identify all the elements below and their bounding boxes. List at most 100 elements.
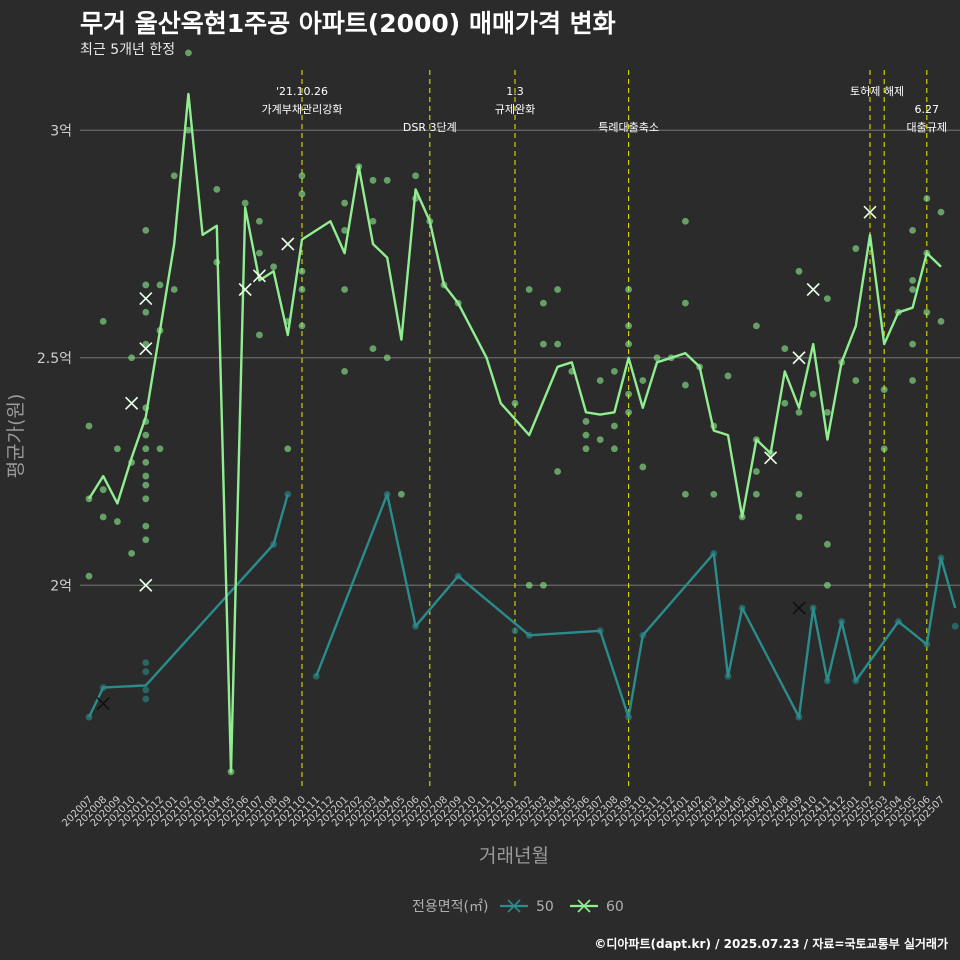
annotation-text: 6.27 [915,103,940,116]
data-point [369,217,377,225]
data-point [170,172,178,180]
data-point [156,281,164,289]
data-point [951,622,959,630]
data-point [128,354,136,362]
data-point [383,176,391,184]
data-point [852,377,860,384]
data-point [398,490,405,498]
data-point [298,286,306,293]
data-point [923,308,931,316]
data-point [185,49,192,57]
series-marker [139,292,153,306]
series-marker [281,237,295,251]
data-point [85,572,93,580]
data-point [781,345,789,353]
data-point [554,286,561,293]
data-point [554,468,561,475]
annotation-text: 대출규제 [907,121,947,134]
data-point [99,486,107,494]
y-tick-label: 2억 [50,578,72,594]
data-point [241,199,249,207]
data-point [142,522,150,530]
data-point [909,277,916,284]
data-point [114,445,121,453]
data-point [824,295,831,302]
data-point [369,176,377,184]
chart-title: 무거 울산옥현1주공 아파트(2000) 매매가격 변화 [80,9,616,38]
data-point [909,340,916,348]
annotation-text: 1.3 [506,85,524,98]
data-point [412,172,419,180]
data-point [540,299,547,307]
chart-subtitle: 최근 5개년 한정 [80,42,176,58]
data-point [142,340,150,348]
series-marker [806,282,820,297]
data-point [114,518,121,525]
data-point [142,659,150,666]
data-point [937,208,945,216]
data-point [795,490,803,498]
data-point [724,372,732,380]
data-point [99,513,107,521]
data-point [185,126,192,134]
data-point [298,322,306,330]
data-point [824,581,831,589]
y-tick-label: 3억 [50,123,72,139]
legend-marker [577,899,591,913]
data-point [142,495,150,503]
data-point [582,431,590,439]
data-point [795,513,803,521]
data-point [554,340,561,348]
data-point [142,536,150,544]
legend-label: 50 [536,899,554,915]
data-point [582,418,590,425]
data-point [298,190,306,198]
data-point [923,195,931,202]
y-tick-label: 2.5억 [37,351,72,367]
data-point [270,263,277,271]
data-point [99,317,107,325]
data-point [85,422,93,430]
data-point [824,540,831,548]
data-point [809,390,817,398]
data-point [142,668,150,676]
series-marker [764,451,778,465]
data-point [596,436,604,444]
data-point [142,472,150,480]
data-point [880,386,888,393]
data-point [753,490,760,498]
data-point [824,408,831,416]
data-point [795,267,803,275]
data-point [142,481,150,489]
data-point [383,354,391,362]
data-point [170,286,178,293]
data-point [582,445,590,453]
series-line [315,493,957,719]
data-point [128,550,136,557]
data-point [909,377,916,384]
data-point [256,249,263,257]
legend-title: 전용면적(㎡) [412,899,488,915]
data-point [611,422,618,430]
series-marker [125,396,139,410]
series-marker [139,342,153,356]
annotation-text: DSR 3단계 [403,121,457,134]
data-point [511,399,519,407]
series-marker [96,696,110,711]
data-point [525,286,533,293]
data-point [256,331,263,339]
annotation-text: 가계부채관리강화 [262,103,343,116]
data-point [937,317,945,325]
data-point [142,431,150,439]
data-point [781,399,789,407]
data-point [625,408,632,416]
data-point [213,186,221,193]
data-point [142,695,150,703]
data-point [596,377,604,384]
x-axis-title: 거래년월 [479,845,549,867]
data-point [753,322,760,330]
y-axis-ticks: 2억 2.5억 3억 [37,123,72,594]
data-point [142,686,150,694]
